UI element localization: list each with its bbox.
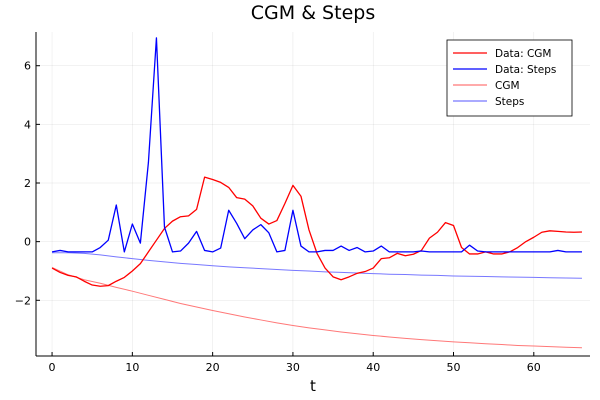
series-group <box>51 37 582 349</box>
y-tick-label: 6 <box>24 60 31 73</box>
y-tick-label: 4 <box>24 118 31 131</box>
x-tick-label: 60 <box>527 361 541 374</box>
y-tick-label: 0 <box>24 236 31 249</box>
x-axis-label: t <box>310 377 316 395</box>
series-line-steps <box>52 252 582 279</box>
x-tick-label: 30 <box>286 361 300 374</box>
chart-title: CGM & Steps <box>251 2 375 24</box>
series-line-data-cgm <box>51 176 582 287</box>
legend-label: Data: CGM <box>495 48 551 60</box>
y-tick-label: −2 <box>15 294 31 307</box>
x-tick-label: 10 <box>125 361 139 374</box>
legend: Data: CGM Data: Steps CGM Steps <box>446 39 573 117</box>
series-line-data-steps <box>51 37 582 253</box>
tick-labels: 0 10 20 30 40 50 60 −2 0 2 4 6 <box>15 60 541 374</box>
y-tick-label: 2 <box>24 177 31 190</box>
x-tick-label: 50 <box>447 361 461 374</box>
series-line-cgm <box>51 266 582 349</box>
legend-label: Data: Steps <box>495 64 556 76</box>
x-tick-label: 20 <box>206 361 220 374</box>
legend-label: Steps <box>495 96 524 108</box>
x-tick-label: 40 <box>366 361 380 374</box>
axes <box>35 32 590 357</box>
legend-label: CGM <box>495 80 520 92</box>
x-tick-label: 0 <box>49 361 56 374</box>
